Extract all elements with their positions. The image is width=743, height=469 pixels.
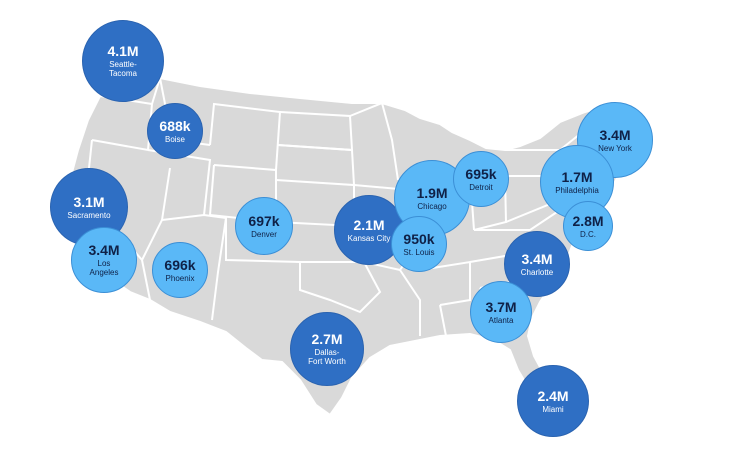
market-bubble: 2.4M Miami (517, 365, 589, 437)
market-city: New York (598, 143, 632, 153)
market-city: Detroit (469, 182, 493, 192)
market-value: 697k (248, 212, 280, 229)
market-city: Atlanta (488, 315, 514, 325)
market-bubble: 950k St. Louis (391, 216, 447, 272)
market-bubble: 688k Boise (147, 103, 203, 159)
market-city: Denver (251, 229, 277, 239)
market-city: Miami (542, 404, 564, 414)
market-value: 696k (164, 256, 196, 273)
market-city: Dallas- Fort Worth (308, 348, 346, 366)
market-bubble: 3.7M Atlanta (470, 281, 532, 343)
market-bubble: 696k Phoenix (152, 242, 208, 298)
market-bubble: 697k Denver (235, 197, 293, 255)
market-value: 2.1M (353, 216, 385, 233)
market-bubble: 2.8M D.C. (563, 201, 613, 251)
market-city: Phoenix (165, 273, 195, 283)
market-value: 3.7M (485, 298, 517, 315)
market-value: 2.4M (537, 387, 569, 404)
market-value: 950k (403, 230, 435, 247)
market-value: 2.7M (311, 331, 343, 347)
market-city: Kansas City (347, 233, 391, 243)
market-value: 4.1M (107, 43, 139, 59)
market-bubble: 4.1M Seattle- Tacoma (82, 20, 164, 102)
market-value: 3.4M (599, 126, 631, 143)
market-value: 3.4M (88, 242, 120, 258)
market-city: Chicago (417, 201, 447, 211)
market-city: Sacramento (67, 210, 111, 220)
market-value: 3.4M (521, 250, 553, 267)
market-city: Boise (164, 134, 185, 144)
market-bubble: 695k Detroit (453, 151, 509, 207)
market-value: 695k (465, 165, 497, 182)
market-bubble: 3.4M Los Angeles (71, 227, 137, 293)
market-bubble: 2.7M Dallas- Fort Worth (290, 312, 364, 386)
market-city: Charlotte (520, 267, 554, 277)
market-value: 1.7M (561, 168, 593, 185)
market-value: 3.1M (73, 193, 105, 210)
market-city: Los Angeles (89, 259, 119, 277)
market-city: Seattle- Tacoma (108, 60, 137, 78)
market-city: St. Louis (403, 247, 435, 257)
market-city: Philadelphia (555, 185, 599, 195)
market-value: 688k (159, 117, 191, 134)
market-city: D.C. (580, 229, 596, 239)
market-value: 1.9M (416, 184, 448, 201)
market-value: 2.8M (572, 212, 604, 229)
